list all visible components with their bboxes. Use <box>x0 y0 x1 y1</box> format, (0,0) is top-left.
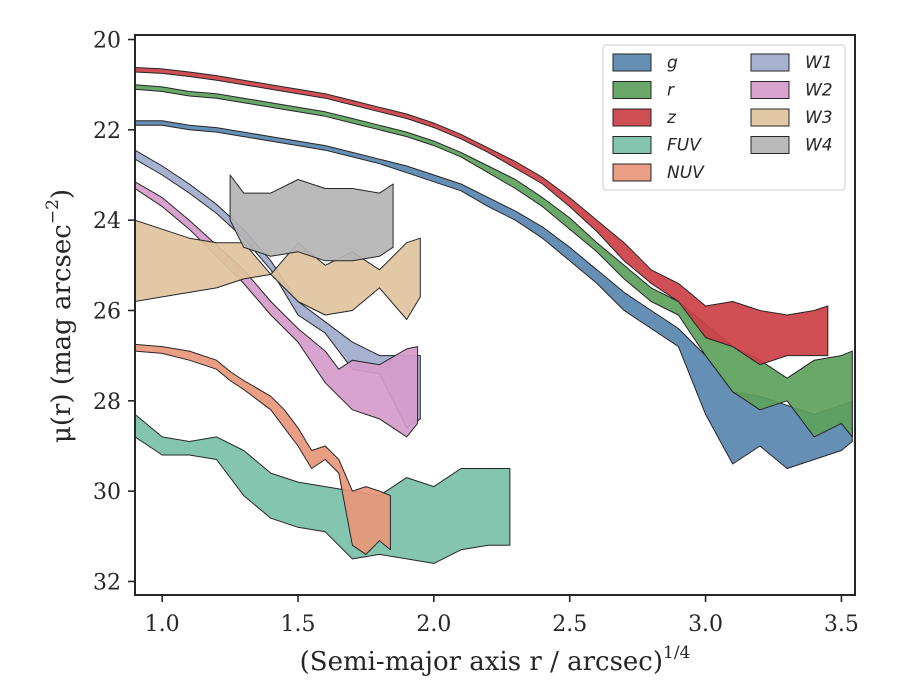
legend-swatch <box>750 81 790 99</box>
band-NUV <box>135 343 391 555</box>
legend-entry-NUV: NUV <box>612 163 705 183</box>
y-tick-label: 22 <box>93 119 121 144</box>
legend-label: g <box>667 53 678 73</box>
axes: 1.0 1.5 2.0 2.5 3.0 3.5 20 22 24 26 28 30 32 <box>93 29 859 637</box>
legend-swatch <box>612 163 652 182</box>
band-z <box>135 67 829 366</box>
x-tick-label: 1.5 <box>281 612 316 637</box>
profile-bands <box>135 67 853 564</box>
legend-label: FUV <box>667 136 702 156</box>
legend-swatch <box>750 53 790 72</box>
band-W4 <box>229 174 394 262</box>
band-r <box>135 84 853 438</box>
y-tick-label: 24 <box>93 209 121 234</box>
legend-label: W1 <box>805 53 833 73</box>
legend-entry-W2: W2 <box>750 81 833 101</box>
legend-entry-W1: W1 <box>750 53 833 73</box>
legend-entry-z: z <box>612 108 677 128</box>
legend-label: W3 <box>805 108 833 128</box>
y-tick-label: 28 <box>93 390 121 415</box>
legend-label: W2 <box>805 81 833 101</box>
x-tick-label: 3.0 <box>688 612 723 637</box>
y-tick-label: 32 <box>93 570 121 595</box>
y-tick-label: 20 <box>93 29 121 54</box>
x-axis-label: (Semi-major axis r / arcsec)1/4 <box>300 643 691 677</box>
legend-entry-g: g <box>612 53 678 73</box>
legend-label: NUV <box>667 163 705 183</box>
band-g <box>135 120 853 469</box>
legend-swatch <box>750 136 790 154</box>
legend-entry-r: r <box>612 81 675 101</box>
legend-swatch <box>612 53 652 72</box>
band-FUV <box>135 413 511 564</box>
legend-swatch <box>612 108 652 127</box>
legend-entry-W4: W4 <box>750 136 833 156</box>
legend-label: W4 <box>805 136 833 156</box>
x-tick-label: 1.0 <box>145 612 180 637</box>
y-tick-label: 26 <box>93 299 121 324</box>
y-tick-label: 30 <box>93 480 121 505</box>
x-tick-label: 2.0 <box>416 612 451 637</box>
legend-swatch <box>750 108 790 127</box>
x-tick-label: 2.5 <box>552 612 587 637</box>
legend-entry-W3: W3 <box>750 108 833 128</box>
legend-entry-FUV: FUV <box>612 136 702 156</box>
legend: grz FUV NUV W1 W2 W3 W4 <box>602 44 846 191</box>
x-tick-label: 3.5 <box>824 612 859 637</box>
legend-swatch <box>612 81 652 99</box>
legend-label: r <box>667 81 675 101</box>
plot-frame <box>134 34 856 596</box>
y-axis-label: μ(r) (mag arcsec−2) <box>43 189 77 443</box>
legend-label: z <box>666 108 677 128</box>
legend-swatch <box>612 136 652 154</box>
